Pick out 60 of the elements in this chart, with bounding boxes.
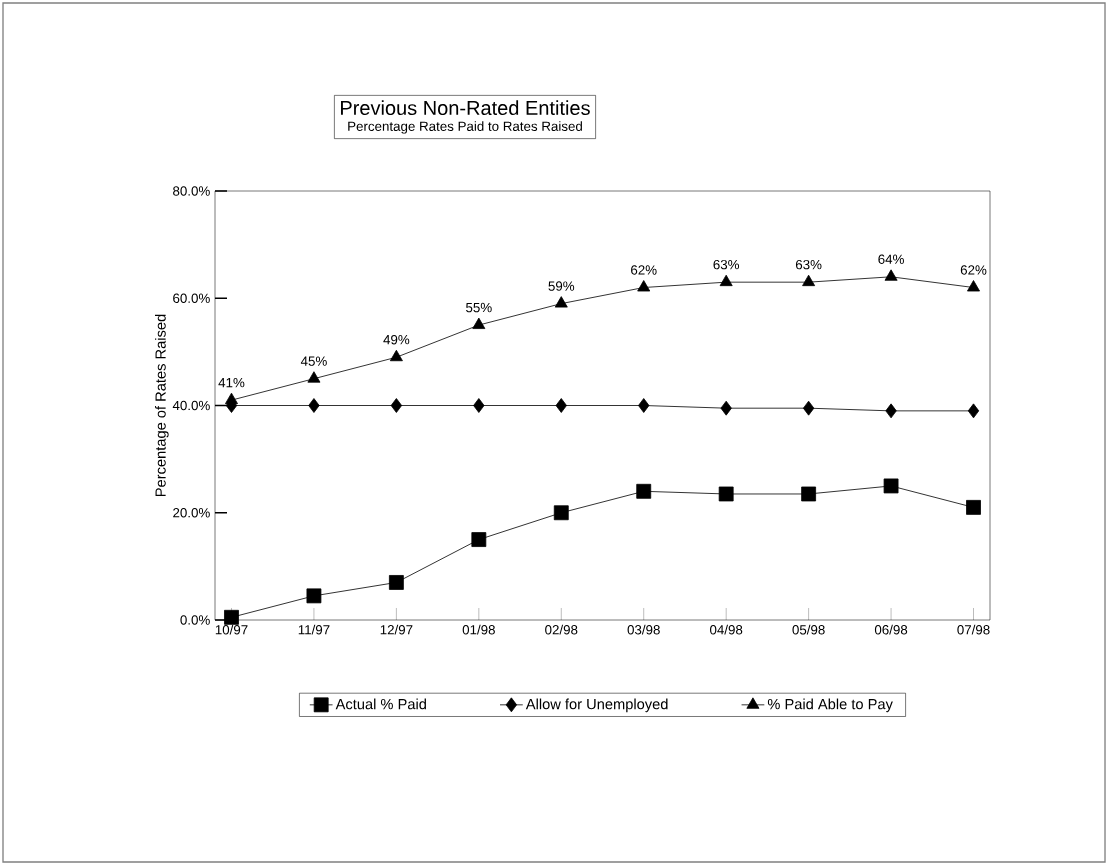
point [802,400,815,416]
point [966,499,981,515]
data-label: 41% [218,377,245,388]
point [388,575,404,590]
y-tick-label: 40.0% [172,400,210,411]
point [389,349,403,362]
point [719,274,733,287]
point [306,588,322,604]
point [472,317,486,329]
x-tick-label: 11/97 [298,624,330,635]
x-tick-label: 03/98 [627,624,660,635]
y-tick-label: 0.0% [180,615,210,625]
point [636,483,652,499]
y-tick-label: 60.0% [173,293,210,303]
data-label: 45% [300,356,327,366]
point [884,269,898,281]
x-tick-label: 01/98 [462,624,495,635]
point [885,403,897,419]
point [553,505,569,521]
data-label: 63% [713,259,740,270]
x-tick-label: 04/98 [710,624,743,635]
point [555,398,567,413]
point [638,398,650,413]
chart-subtitle: Percentage Rates Paid to Rates Raised [348,121,582,134]
chart-title: Previous Non-Rated Entities [341,100,590,116]
point [308,398,320,413]
point [390,398,403,413]
x-tick-label: 12/97 [380,624,413,635]
point [224,609,239,625]
x-tick-label: 02/98 [545,624,578,635]
point [473,398,485,413]
x-tick-label: 07/98 [957,624,990,635]
point [225,392,238,405]
point [307,371,321,383]
data-label: 49% [383,334,410,345]
data-label: 59% [548,281,575,291]
x-tick-label: 06/98 [874,624,908,635]
point [967,403,980,419]
point [967,280,980,292]
x-tick-label: 05/98 [792,624,825,635]
data-label: 63% [795,259,822,270]
data-label: 55% [466,302,492,313]
point [883,478,899,494]
legend-label: % Paid Able to Pay [767,698,893,713]
y-tick-label: 20.0% [173,508,210,518]
point [801,486,817,502]
data-label: 62% [631,265,657,275]
data-label: 64% [878,254,904,264]
point [718,486,734,502]
y-axis-title: Percentage of Rates Raised [155,314,169,497]
point [471,532,487,547]
point [637,280,651,292]
point [554,296,568,308]
point [720,400,732,416]
point [802,274,816,287]
legend-label: Allow for Unemployed [525,698,668,713]
legend-label: Actual % Paid [335,698,426,710]
data-label: 62% [960,265,987,275]
y-tick-label: 80.0% [173,186,210,196]
x-tick-label: 10/97 [215,624,248,635]
